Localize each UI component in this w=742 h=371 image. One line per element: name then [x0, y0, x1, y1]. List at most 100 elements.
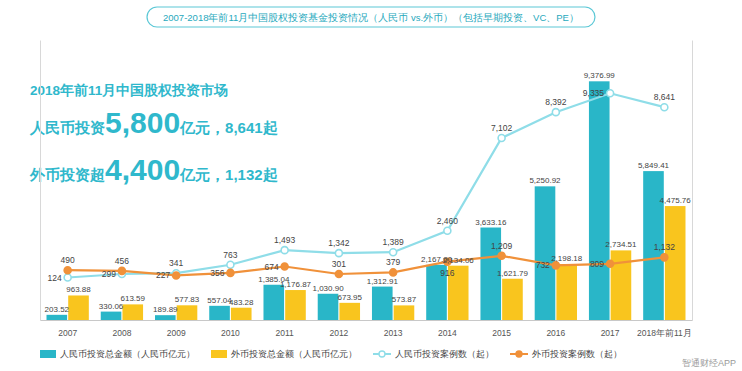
x-tick-label: 2016 [546, 328, 565, 338]
background [0, 0, 742, 371]
data-label: 2,198.18 [551, 254, 583, 263]
data-label: 299 [102, 269, 116, 279]
data-label: 341 [169, 258, 183, 268]
marker [173, 272, 180, 279]
y-axis [40, 41, 41, 321]
data-label: 379 [386, 257, 400, 267]
bar [263, 285, 284, 320]
data-label: 227 [156, 270, 170, 280]
x-tick-label: 2011 [275, 328, 294, 338]
data-label: 301 [332, 259, 346, 269]
data-label: 1,389 [382, 237, 404, 247]
bar [589, 81, 610, 320]
watermark: 智通财经APP [682, 358, 736, 368]
bar [372, 287, 393, 320]
data-label: 1,209 [491, 241, 513, 251]
bar [556, 264, 577, 320]
data-label: 9,376.99 [584, 71, 616, 80]
x-tick-label: 2007 [58, 328, 77, 338]
tick: 2015 [492, 320, 511, 338]
data-label: 1,342 [328, 238, 350, 248]
tick: 2018年前11月 [637, 320, 692, 338]
title-group: 2007-2018年前11月中国股权投资基金投资情况（人民币 vs.外币）（包括… [147, 7, 595, 27]
data-label: 674 [264, 262, 278, 272]
marker [498, 252, 505, 259]
tick: 2007 [58, 320, 77, 338]
axis-line [41, 320, 693, 321]
data-label: 1,176.87 [280, 280, 312, 289]
annotation-segment: 4,400 [105, 153, 180, 186]
data-label: 203.52 [45, 305, 70, 314]
tick: 2009 [167, 320, 186, 338]
tick: 2010 [221, 320, 240, 338]
x-tick-label: 2009 [167, 328, 186, 338]
annotation: 外币投资超4,400亿元，1,132起 [29, 153, 278, 186]
marker [607, 260, 614, 267]
data-label: 1,312.91 [367, 277, 399, 286]
title: 2007-2018年前11月中国股权投资基金投资情况（人民币 vs.外币）（包括… [163, 12, 579, 23]
data-label: 456 [115, 256, 129, 266]
data-label: 483.28 [229, 298, 254, 307]
data-label: 490 [61, 255, 75, 265]
marker [64, 267, 71, 274]
annotation-segment: 5,800 [105, 106, 180, 139]
data-label: 3,633.16 [475, 218, 507, 227]
data-label: 573.87 [392, 295, 417, 304]
data-label: 809 [590, 259, 604, 269]
marker [390, 249, 397, 256]
legend-label: 人民币投资案例数（起） [395, 349, 494, 359]
tick: 2013 [384, 320, 403, 338]
data-label: 916 [440, 268, 454, 278]
legend: 人民币投资总金额（人民币亿元） 外币投资总金额（人民币亿元） 人民币投资案例数（起）… [40, 349, 622, 359]
legend-swatch [379, 351, 385, 357]
bar [101, 312, 122, 320]
legend-item: 外币投资总金额（人民币亿元） [211, 349, 357, 359]
x-tick-label: 2008 [112, 328, 131, 338]
bar [502, 279, 523, 320]
marker [498, 134, 505, 141]
title-box [147, 7, 595, 27]
bar [177, 305, 198, 320]
bar [155, 315, 176, 320]
marker [281, 247, 288, 254]
data-label: 732 [536, 260, 550, 270]
data-labels: 203.52330.06189.89557.041,385.041,030.90… [45, 71, 692, 314]
marker [64, 274, 71, 281]
data-label: 2,734.51 [605, 240, 637, 249]
data-label: 1,621.79 [497, 269, 529, 278]
marker [390, 269, 397, 276]
legend-item: 外币投资案例数（起） [510, 349, 622, 359]
data-label: 1,132 [654, 242, 676, 252]
marker [607, 90, 614, 97]
data-label: 4,475.76 [660, 196, 692, 205]
legend-label: 人民币投资总金额（人民币亿元） [60, 349, 195, 359]
data-label: 124 [47, 273, 61, 283]
data-label: 1,030.90 [312, 284, 344, 293]
legend-item: 人民币投资案例数（起） [373, 349, 494, 359]
bar [339, 303, 360, 320]
tick: 2012 [329, 320, 348, 338]
legend-swatch [516, 351, 522, 357]
marker [552, 109, 559, 116]
legend-label: 外币投资总金额（人民币亿元） [231, 349, 357, 359]
x-tick-label: 2012 [329, 328, 348, 338]
legend-swatch [211, 350, 227, 358]
data-label: 356 [210, 268, 224, 278]
data-label: 7,102 [491, 123, 513, 133]
bar [68, 295, 89, 320]
data-label: 763 [223, 250, 237, 260]
marker [335, 270, 342, 277]
data-label: 8,641 [654, 92, 676, 102]
bar-series [47, 81, 664, 320]
chart: 2007-2018年前11月中国股权投资基金投资情况（人民币 vs.外币）（包括… [0, 0, 742, 371]
bar [394, 305, 415, 320]
tick: 2014 [438, 320, 457, 338]
plot-marks [47, 81, 686, 320]
data-label: 963.88 [66, 285, 91, 294]
marker [335, 250, 342, 257]
annotation: 人民币投资5,800亿元，8,641起 [29, 106, 278, 139]
marker [118, 267, 125, 274]
x-tick-label: 2018年前11月 [637, 328, 692, 338]
tick: 2017 [601, 320, 620, 338]
data-label: 577.83 [175, 295, 200, 304]
